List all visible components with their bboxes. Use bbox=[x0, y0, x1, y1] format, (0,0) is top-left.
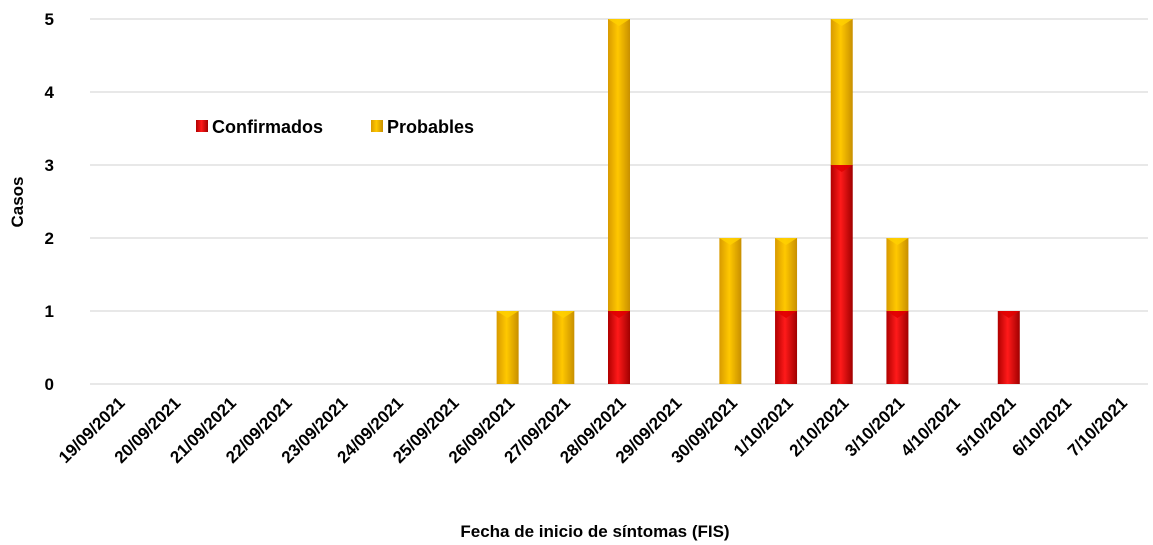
bar-probables bbox=[496, 311, 519, 384]
y-tick-label: 5 bbox=[45, 10, 54, 29]
y-tick-label: 4 bbox=[45, 83, 55, 102]
bar-probables bbox=[775, 238, 798, 311]
y-axis-ticks: 0 1 2 3 4 5 bbox=[45, 10, 55, 394]
bar-probables bbox=[608, 19, 630, 311]
legend-swatch-probables bbox=[371, 120, 383, 132]
x-tick-label: 3/10/2021 bbox=[841, 393, 908, 460]
bar-confirmados bbox=[608, 311, 630, 384]
legend-item-confirmados: Confirmados bbox=[196, 117, 323, 137]
bar-cap-probables bbox=[830, 19, 853, 26]
legend-item-probables: Probables bbox=[371, 117, 474, 137]
legend-label-confirmados: Confirmados bbox=[212, 117, 323, 137]
bars bbox=[496, 19, 1020, 384]
bar-probables bbox=[719, 238, 742, 384]
bar-cap-probables bbox=[496, 311, 519, 318]
bar-confirmados bbox=[997, 311, 1020, 384]
x-tick-label: 2/10/2021 bbox=[786, 393, 853, 460]
y-tick-label: 2 bbox=[45, 229, 54, 248]
x-axis-ticks: 19/09/202120/09/202121/09/202122/09/2021… bbox=[55, 393, 1131, 467]
bar-probables bbox=[886, 238, 909, 311]
bar-cap-probables bbox=[886, 238, 909, 245]
bar-cap-probables bbox=[608, 19, 630, 26]
legend-label-probables: Probables bbox=[387, 117, 474, 137]
x-tick-label: 4/10/2021 bbox=[897, 393, 964, 460]
y-tick-label: 3 bbox=[45, 156, 54, 175]
bar-confirmados bbox=[830, 165, 853, 384]
x-tick-label: 6/10/2021 bbox=[1008, 393, 1075, 460]
bar-cap-confirmados bbox=[830, 165, 853, 172]
bar-cap-probables bbox=[719, 238, 742, 245]
x-tick-label: 1/10/2021 bbox=[730, 393, 797, 460]
x-tick-label: 5/10/2021 bbox=[953, 393, 1020, 460]
bar-probables bbox=[552, 311, 575, 384]
bar-cap-confirmados bbox=[608, 311, 630, 318]
bar-confirmados bbox=[886, 311, 909, 384]
legend: Confirmados Probables bbox=[196, 117, 474, 137]
bar-cap-confirmados bbox=[886, 311, 909, 318]
x-tick-label: 7/10/2021 bbox=[1064, 393, 1131, 460]
y-axis-title: Casos bbox=[8, 176, 27, 227]
legend-swatch-confirmados bbox=[196, 120, 208, 132]
y-tick-label: 1 bbox=[45, 302, 54, 321]
bar-cap-probables bbox=[775, 238, 798, 245]
bar-confirmados bbox=[775, 311, 798, 384]
bar-cap-probables bbox=[552, 311, 575, 318]
bar-probables bbox=[830, 19, 853, 165]
y-tick-label: 0 bbox=[45, 375, 54, 394]
bar-cap-confirmados bbox=[775, 311, 798, 318]
bar-cap-confirmados bbox=[997, 311, 1020, 318]
x-axis-title: Fecha de inicio de síntomas (FIS) bbox=[460, 522, 729, 541]
